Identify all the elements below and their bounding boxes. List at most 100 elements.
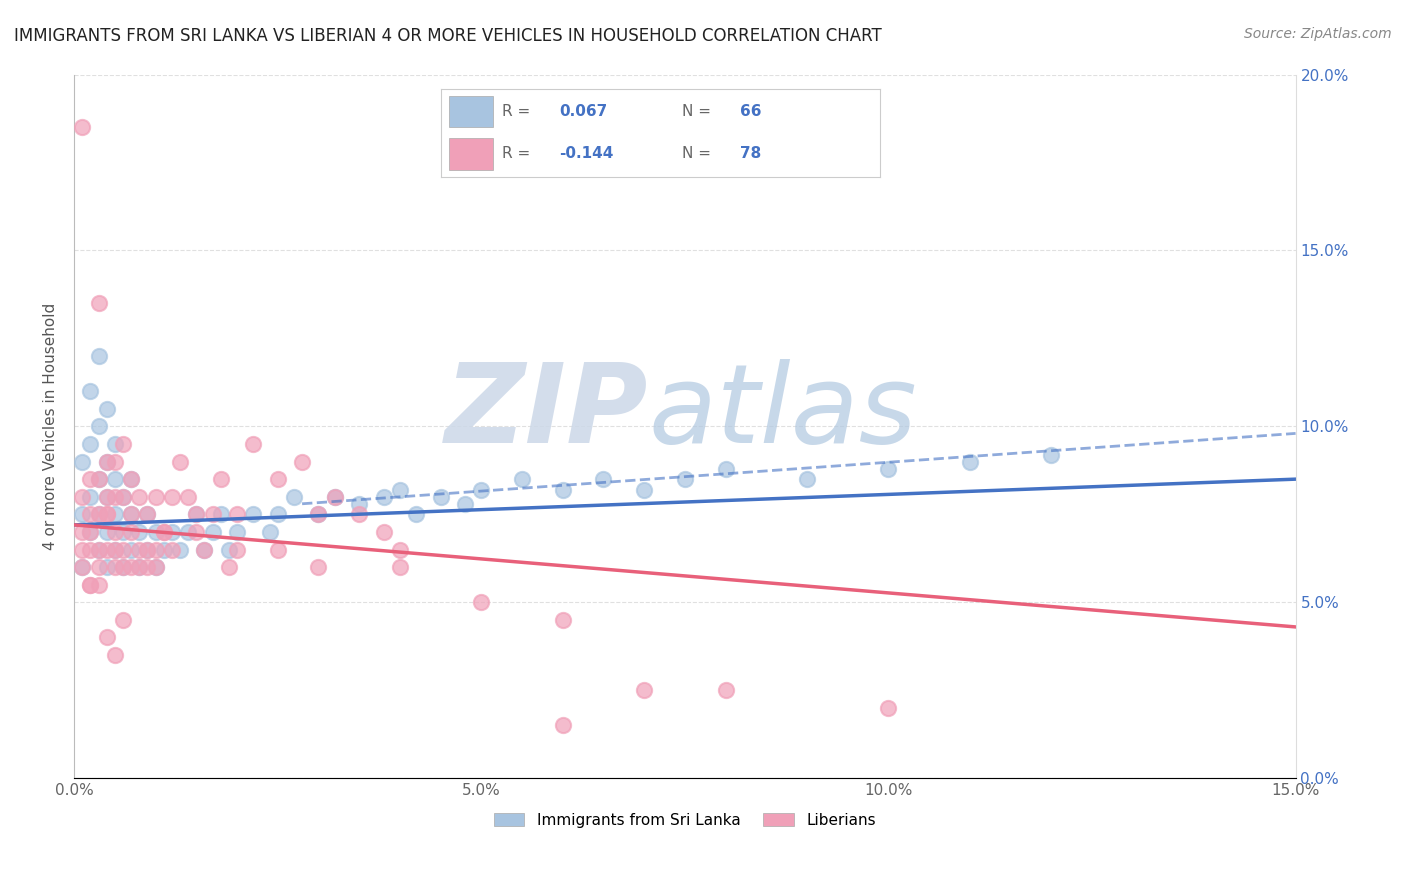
Point [79,542,101,557]
Point [347,497,370,511]
Point [145,560,167,574]
Point [70,560,93,574]
Point [96,631,118,645]
Point [96,490,118,504]
Point [70,490,93,504]
Point [291,454,314,468]
Point [454,497,477,511]
Point [104,542,127,557]
Point [70,508,93,522]
Point [87,542,110,557]
Point [111,490,134,504]
Point [145,490,167,504]
Point [283,490,305,504]
Point [120,524,142,539]
Point [388,560,411,574]
Text: atlas: atlas [648,359,917,466]
Point [373,490,395,504]
Point [673,472,696,486]
Point [128,560,150,574]
Point [470,483,492,497]
Point [87,560,110,574]
Point [87,577,110,591]
Point [242,437,264,451]
Point [79,577,101,591]
Point [323,490,346,504]
Point [218,560,240,574]
Point [87,508,110,522]
Point [79,524,101,539]
Point [209,472,232,486]
Point [79,472,101,486]
Point [104,648,127,662]
Point [87,472,110,486]
Point [128,524,150,539]
Point [96,454,118,468]
Point [266,508,288,522]
Point [136,508,159,522]
Point [714,683,737,698]
Point [259,524,281,539]
Point [111,560,134,574]
Point [111,524,134,539]
Point [201,508,224,522]
Point [128,560,150,574]
Point [120,472,142,486]
Point [136,542,159,557]
Point [592,472,614,486]
Point [79,490,101,504]
Point [120,542,142,557]
Point [87,542,110,557]
Point [96,508,118,522]
Point [104,524,127,539]
Point [104,508,127,522]
Point [87,296,110,310]
Point [307,560,329,574]
Point [96,542,118,557]
Point [120,472,142,486]
Point [152,524,174,539]
Point [145,524,167,539]
Point [104,560,127,574]
Point [70,560,93,574]
Point [510,472,533,486]
Point [1040,448,1063,462]
Point [266,472,288,486]
Point [633,483,655,497]
Point [120,508,142,522]
Point [226,542,249,557]
Point [96,490,118,504]
Point [128,542,150,557]
Point [877,701,900,715]
Point [70,120,93,135]
Point [169,454,191,468]
Point [104,437,127,451]
Point [111,613,134,627]
Point [226,508,249,522]
Point [551,483,574,497]
Point [714,461,737,475]
Point [96,560,118,574]
Point [120,508,142,522]
Point [169,542,191,557]
Point [96,524,118,539]
Point [959,454,981,468]
Point [136,542,159,557]
Point [79,384,101,399]
Point [79,437,101,451]
Point [388,542,411,557]
Point [201,524,224,539]
Point [104,542,127,557]
Point [136,508,159,522]
Point [186,508,208,522]
Y-axis label: 4 or more Vehicles in Household: 4 or more Vehicles in Household [44,302,58,550]
Point [152,542,174,557]
Point [193,542,215,557]
Point [551,718,574,732]
Point [87,508,110,522]
Point [266,542,288,557]
Text: ZIP: ZIP [444,359,648,466]
Point [96,454,118,468]
Point [87,472,110,486]
Point [152,524,174,539]
